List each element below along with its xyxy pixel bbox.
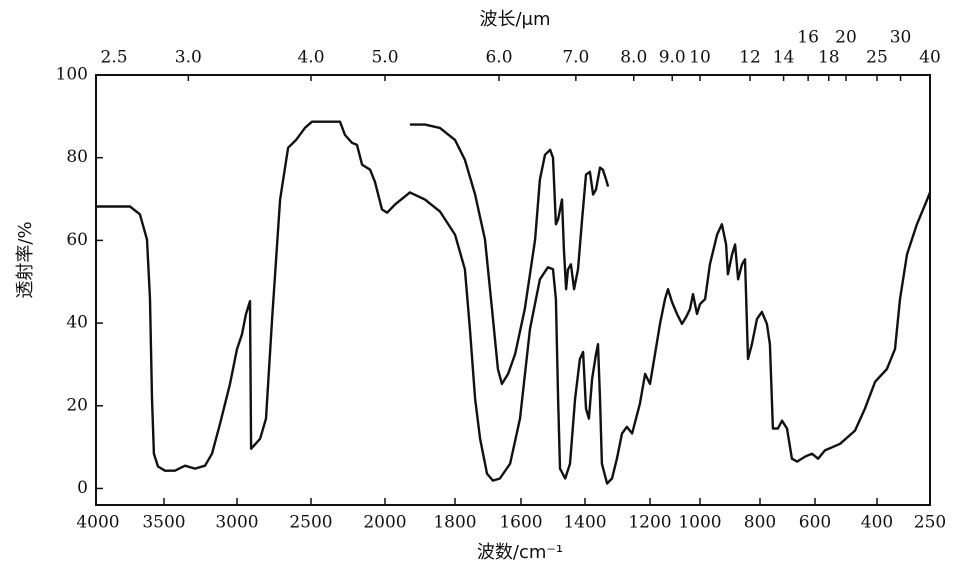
y-tick-label: 80 bbox=[66, 147, 88, 167]
x2-tick-label: 18 bbox=[818, 48, 840, 68]
x2-tick-label: 14 bbox=[773, 48, 795, 68]
spectrum-line bbox=[409, 123, 610, 386]
x-tick-label: 800 bbox=[744, 513, 776, 533]
x2-tick-label: 4.0 bbox=[297, 48, 324, 68]
x2-tick-label: 25 bbox=[866, 48, 888, 68]
x-tick-label: 400 bbox=[861, 513, 893, 533]
y-axis-title: 透射率/% bbox=[15, 221, 36, 298]
y-tick-label: 0 bbox=[77, 478, 88, 498]
x-tick-label: 1000 bbox=[678, 513, 721, 533]
x-tick-label: 3500 bbox=[142, 513, 185, 533]
x2-tick-label: 16 bbox=[797, 28, 819, 48]
x2-tick-label: 30 bbox=[890, 28, 912, 48]
x2-tick-label: 40 bbox=[919, 48, 941, 68]
y-tick-label: 20 bbox=[66, 395, 88, 415]
plot-frame bbox=[95, 74, 931, 506]
y-tick-label: 100 bbox=[56, 65, 88, 85]
x2-tick-label: 20 bbox=[835, 28, 857, 48]
x-tick-label: 1200 bbox=[628, 513, 671, 533]
x-tick-label: 4000 bbox=[76, 513, 119, 533]
spectrum-line bbox=[96, 120, 932, 485]
y-tick-label: 60 bbox=[66, 230, 88, 250]
x-tick-label: 1800 bbox=[433, 513, 476, 533]
x-tick-label: 2500 bbox=[289, 513, 332, 533]
x-tick-label: 600 bbox=[799, 513, 831, 533]
x-tick-label: 1400 bbox=[563, 513, 606, 533]
x2-tick-label: 8.0 bbox=[620, 48, 647, 68]
x-tick-label: 2000 bbox=[363, 513, 406, 533]
x-tick-label: 1600 bbox=[499, 513, 542, 533]
x2-tick-label: 5.0 bbox=[371, 48, 398, 68]
x-tick-label: 3000 bbox=[215, 513, 258, 533]
x-tick-label: 250 bbox=[914, 513, 946, 533]
x2-tick-label: 7.0 bbox=[562, 48, 589, 68]
y-tick-label: 40 bbox=[66, 313, 88, 333]
x-axis-title: 波数/cm⁻¹ bbox=[477, 542, 563, 563]
x2-tick-label: 12 bbox=[739, 48, 761, 68]
x2-tick-label: 10 bbox=[689, 48, 711, 68]
x2-tick-label: 3.0 bbox=[175, 48, 202, 68]
x2-tick-label: 2.5 bbox=[100, 48, 127, 68]
x2-axis-title: 波长/μm bbox=[479, 9, 550, 30]
x2-tick-label: 6.0 bbox=[485, 48, 512, 68]
x2-tick-label: 9.0 bbox=[659, 48, 686, 68]
